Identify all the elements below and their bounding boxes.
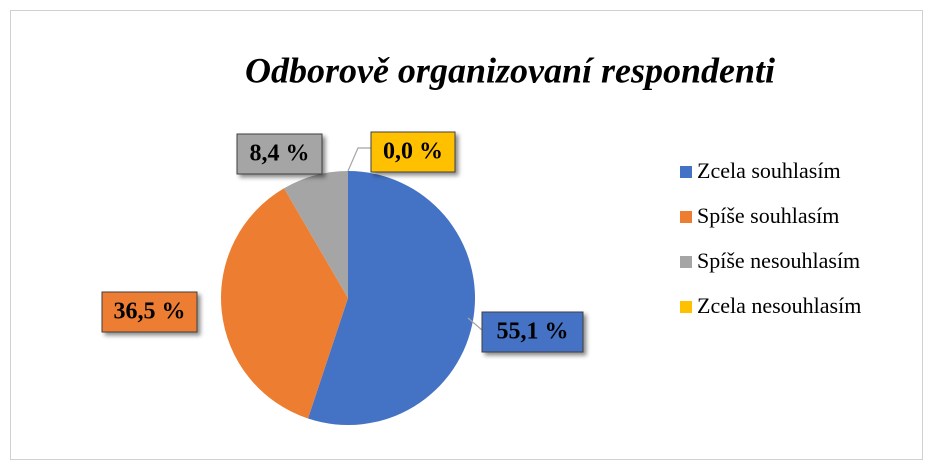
- legend-swatch: [680, 166, 692, 178]
- legend-label: Spíše nesouhlasím: [697, 248, 860, 273]
- data-label: 8,4 %: [250, 141, 310, 167]
- leader-line: [347, 147, 371, 172]
- leader-line: [467, 317, 483, 331]
- data-label: 36,5 %: [114, 299, 186, 325]
- legend-label: Zcela nesouhlasím: [697, 293, 861, 318]
- data-label-box: [481, 311, 584, 353]
- pie-slice: [284, 171, 348, 298]
- data-label: 55,1 %: [497, 319, 569, 345]
- data-label: 0,0 %: [383, 139, 443, 165]
- legend-swatch: [680, 301, 692, 313]
- chart-border: [10, 10, 923, 460]
- legend-label: Spíše souhlasím: [697, 203, 839, 228]
- data-label-box: [236, 133, 323, 175]
- legend-swatch: [680, 211, 692, 223]
- legend-swatch: [680, 256, 692, 268]
- legend-label: Zcela souhlasím: [697, 158, 841, 183]
- data-label-box: [101, 291, 198, 333]
- chart-title: Odborově organizovaní respondenti: [245, 50, 775, 90]
- pie-slice: [220, 188, 348, 419]
- pie-slice: [307, 171, 475, 425]
- data-label-box: [370, 131, 456, 173]
